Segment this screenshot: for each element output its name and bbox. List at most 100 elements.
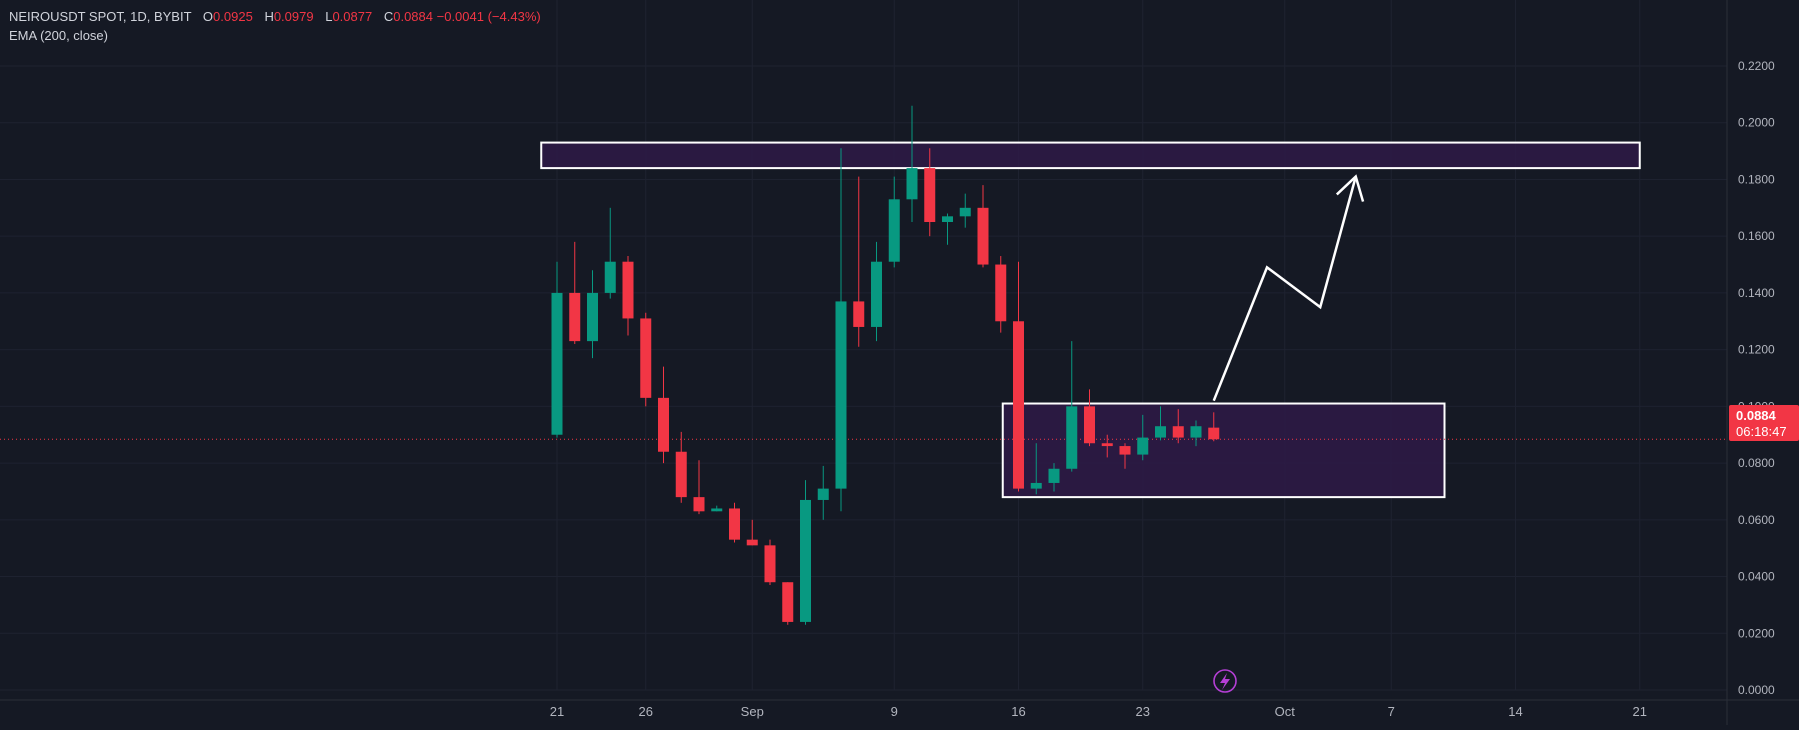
price-tick-label[interactable]: 0.1800 [1738,172,1775,186]
time-axis[interactable]: 21 26 Sep 9 16 23 Oct 7 14 21 [550,704,1647,719]
candle [569,241,581,344]
candle [853,176,865,347]
candle [1013,261,1024,492]
time-tick-label[interactable]: 9 [891,704,898,719]
candle [977,185,989,268]
candle-body [888,199,900,262]
candle [1208,412,1220,442]
price-change: −0.0041 (−4.43%) [436,9,541,24]
price-tick-label[interactable]: 0.0400 [1738,570,1775,584]
candle-body [551,292,563,435]
candle [587,270,598,359]
price-tick-label[interactable]: 0.0200 [1738,626,1775,640]
candle [729,502,740,543]
candle-body [906,168,918,200]
candle-body [1101,443,1113,447]
time-tick-label[interactable]: 21 [550,704,564,719]
price-tick-label[interactable]: 0.1200 [1738,343,1775,357]
candle [1137,414,1149,461]
candle [1084,389,1095,447]
candle [959,193,971,228]
time-tick-label[interactable]: 14 [1508,704,1522,719]
candle [906,105,918,222]
candle-body [658,397,669,452]
candle-body [640,318,652,398]
candle [817,465,829,520]
candle [888,176,900,268]
candle-body [604,261,616,293]
candle [1172,409,1184,444]
candle [711,505,723,512]
candle-body [711,508,723,512]
symbol-line: NEIROUSDT SPOT, 1D, BYBIT [9,9,192,24]
candle-body [1048,468,1060,483]
lightning-bolt-icon[interactable] [1213,669,1237,693]
candle-body [569,292,581,342]
time-tick-label[interactable]: 7 [1388,704,1395,719]
candle [693,460,705,515]
candle-body [1119,446,1131,455]
price-tick-label[interactable]: 0.2000 [1738,116,1775,130]
candle-body [835,301,847,489]
time-tick-label[interactable]: Sep [741,704,764,719]
candle-body [800,499,811,622]
candle-body [1155,426,1166,438]
candle [1101,434,1113,458]
candle-body [1208,427,1220,440]
indicator-label[interactable]: EMA (200, close) [9,28,108,43]
candle-body [693,497,705,512]
candle-body [764,545,776,583]
projection-path-line[interactable] [1212,176,1357,402]
price-tick-label[interactable]: 0.0000 [1738,683,1775,697]
projection-arrowhead[interactable] [1335,174,1365,202]
time-tick-label[interactable]: 21 [1633,704,1647,719]
chart-legend: NEIROUSDT SPOT, 1D, BYBIT O0.0925 H0.097… [9,7,541,45]
candle [1030,443,1042,495]
candle-body [1190,426,1202,438]
projection-annotation[interactable] [1212,174,1365,402]
ohlc-low-value: 0.0877 [332,9,373,24]
candle-body [959,207,971,217]
ohlc-open-value: 0.0925 [213,9,253,24]
price-tick-label[interactable]: 0.0600 [1738,513,1775,527]
candle [782,582,794,625]
candle [1066,341,1078,472]
candle-body [817,488,829,500]
candle [604,207,616,299]
candle-body [782,582,794,622]
price-tick-label[interactable]: 0.2200 [1738,59,1775,73]
price-tick-label[interactable]: 0.1600 [1738,229,1775,243]
candle-body [1084,406,1095,444]
time-tick-label[interactable]: 23 [1136,704,1150,719]
candle-body [924,168,936,222]
candle [1119,443,1131,469]
price-axis[interactable]: 0.00000.02000.04000.06000.08000.10000.12… [1738,59,1775,697]
annotation-zones[interactable] [540,141,1641,499]
last-price-tag: 0.0884 06:18:47 [1729,405,1799,441]
time-tick-label[interactable]: Oct [1275,704,1296,719]
time-tick-label[interactable]: 16 [1011,704,1025,719]
candle-body [675,451,687,498]
price-tag-price: 0.0884 [1736,408,1777,423]
candle [746,519,758,546]
price-tick-label[interactable]: 0.1400 [1738,286,1775,300]
price-tag-background [1729,405,1799,441]
symbol-info-row: NEIROUSDT SPOT, 1D, BYBIT O0.0925 H0.097… [9,7,541,26]
candle [924,148,936,237]
candle-body [995,264,1007,322]
candle-body [1066,406,1078,469]
price-tag-countdown: 06:18:47 [1736,424,1787,439]
indicator-row[interactable]: EMA (200, close) [9,26,541,45]
candle [1155,406,1166,441]
ohlc-open-key: O [202,9,214,24]
price-tick-label[interactable]: 0.0800 [1738,456,1775,470]
candle-body [587,292,598,342]
candle [835,148,847,512]
ohlc-close-value: 0.0884 [393,9,433,24]
candle-body [1172,426,1184,438]
resistance-zone[interactable] [540,141,1641,170]
candle-body [622,261,634,319]
time-tick-label[interactable]: 26 [639,704,653,719]
